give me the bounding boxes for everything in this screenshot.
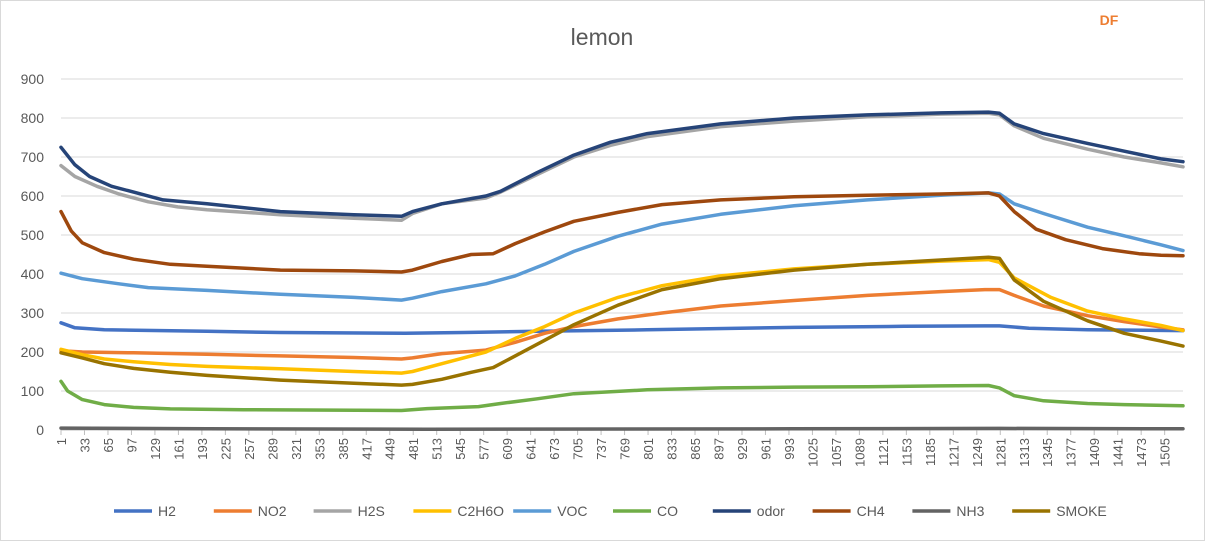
x-tick-label: 1473 [1134, 438, 1149, 467]
x-tick-label: 545 [453, 438, 468, 460]
x-tick-label: 1249 [970, 438, 985, 467]
legend-item: VOC [513, 503, 588, 519]
x-tick-label: 1 [54, 438, 69, 445]
y-tick-label: 600 [21, 188, 45, 204]
y-axis: 0 100 200 300 400 500 600 700 800 900 [21, 71, 45, 438]
legend: H2 NO2 H2S C2H6O VOC CO odor CH4 NH3 SMOKE [114, 503, 1107, 519]
y-tick-label: 0 [36, 422, 44, 438]
x-tick-label: 1153 [899, 438, 914, 466]
legend-item: C2H6O [413, 503, 504, 519]
x-tick-label: 961 [758, 438, 773, 460]
y-tick-label: 500 [21, 227, 45, 243]
x-tick-label: 929 [735, 438, 750, 460]
x-tick-label: 449 [383, 438, 398, 460]
legend-item: NO2 [213, 503, 287, 519]
x-tick-label: 417 [359, 438, 374, 460]
x-tick-label: 193 [195, 438, 210, 460]
x-tick-label: 161 [171, 438, 186, 460]
x-tick-label: 1025 [805, 438, 820, 467]
legend-label: SMOKE [1056, 503, 1107, 519]
legend-item: NH3 [912, 503, 985, 519]
series-line-h2s [59, 111, 1185, 222]
x-tick-label: 705 [571, 438, 586, 460]
x-tick-label: 1345 [1040, 438, 1055, 467]
series-line-ch4 [59, 191, 1185, 274]
x-tick-label: 65 [101, 438, 116, 452]
x-tick-label: 289 [265, 438, 280, 460]
x-tick-label: 353 [312, 438, 327, 460]
x-tick-label: 129 [148, 438, 163, 460]
x-tick-label: 993 [782, 438, 797, 460]
legend-label: odor [757, 503, 785, 519]
x-tick-label: 1281 [993, 438, 1008, 467]
x-tick-label: 1505 [1158, 438, 1173, 467]
y-tick-label: 200 [21, 344, 45, 360]
x-tick-label: 1185 [923, 438, 938, 466]
series-line-nh3 [59, 426, 1185, 431]
series-line-no2 [59, 287, 1185, 361]
x-tick-label: 257 [242, 438, 257, 460]
legend-label: CH4 [857, 503, 885, 519]
y-tick-label: 800 [21, 110, 45, 126]
x-tick-label: 769 [618, 438, 633, 460]
legend-label: NO2 [258, 503, 287, 519]
x-tick-label: 481 [406, 438, 421, 460]
legend-item: H2S [313, 503, 385, 519]
series-lines [59, 110, 1185, 431]
series-line-c2h6o [59, 257, 1185, 375]
x-tick-label: 97 [124, 438, 139, 452]
x-tick-label: 609 [500, 438, 515, 460]
x-tick-label: 1057 [829, 438, 844, 467]
x-tick-label: 1089 [852, 438, 867, 467]
y-tick-label: 700 [21, 149, 45, 165]
y-tick-label: 400 [21, 266, 45, 282]
x-tick-label: 225 [218, 438, 233, 460]
x-tick-label: 513 [430, 438, 445, 460]
x-tick-label: 1409 [1087, 438, 1102, 467]
series-line-odor [59, 110, 1185, 219]
x-tick-label: 897 [711, 438, 726, 460]
series-line-co [59, 379, 1185, 413]
x-tick-label: 1217 [946, 438, 961, 467]
legend-item: CO [613, 503, 678, 519]
x-tick-label: 1313 [1017, 438, 1032, 467]
legend-item: CH4 [812, 503, 885, 519]
legend-item: H2 [114, 503, 176, 519]
x-axis: 1 33 65 97 129 161 193 225 257 289 321 353 385 417 449… [54, 429, 1183, 467]
series-line-voc [59, 191, 1185, 302]
legend-item: odor [712, 503, 785, 519]
y-tick-label: 100 [21, 383, 45, 399]
df-badge: DF [1100, 12, 1119, 28]
x-tick-label: 737 [594, 438, 609, 460]
x-tick-label: 577 [477, 438, 492, 460]
legend-label: C2H6O [457, 503, 504, 519]
x-tick-label: 865 [688, 438, 703, 460]
x-tick-label: 1441 [1111, 438, 1126, 467]
x-tick-label: 673 [547, 438, 562, 460]
legend-label: H2S [358, 503, 385, 519]
chart-title: lemon [571, 24, 634, 50]
x-tick-label: 1377 [1064, 438, 1079, 467]
x-tick-label: 385 [336, 438, 351, 460]
series-line-h2 [59, 321, 1185, 336]
x-tick-label: 33 [77, 438, 92, 452]
y-tick-label: 300 [21, 305, 45, 321]
legend-item: SMOKE [1012, 503, 1107, 519]
y-tick-label: 900 [21, 71, 45, 87]
legend-label: CO [657, 503, 678, 519]
series-line-smoke [59, 255, 1185, 387]
x-tick-label: 801 [641, 438, 656, 460]
legend-label: NH3 [956, 503, 984, 519]
x-tick-label: 641 [524, 438, 539, 460]
legend-label: VOC [557, 503, 587, 519]
x-tick-label: 1121 [876, 438, 891, 466]
x-tick-label: 321 [289, 438, 304, 460]
legend-label: H2 [158, 503, 176, 519]
x-tick-label: 833 [665, 438, 680, 460]
